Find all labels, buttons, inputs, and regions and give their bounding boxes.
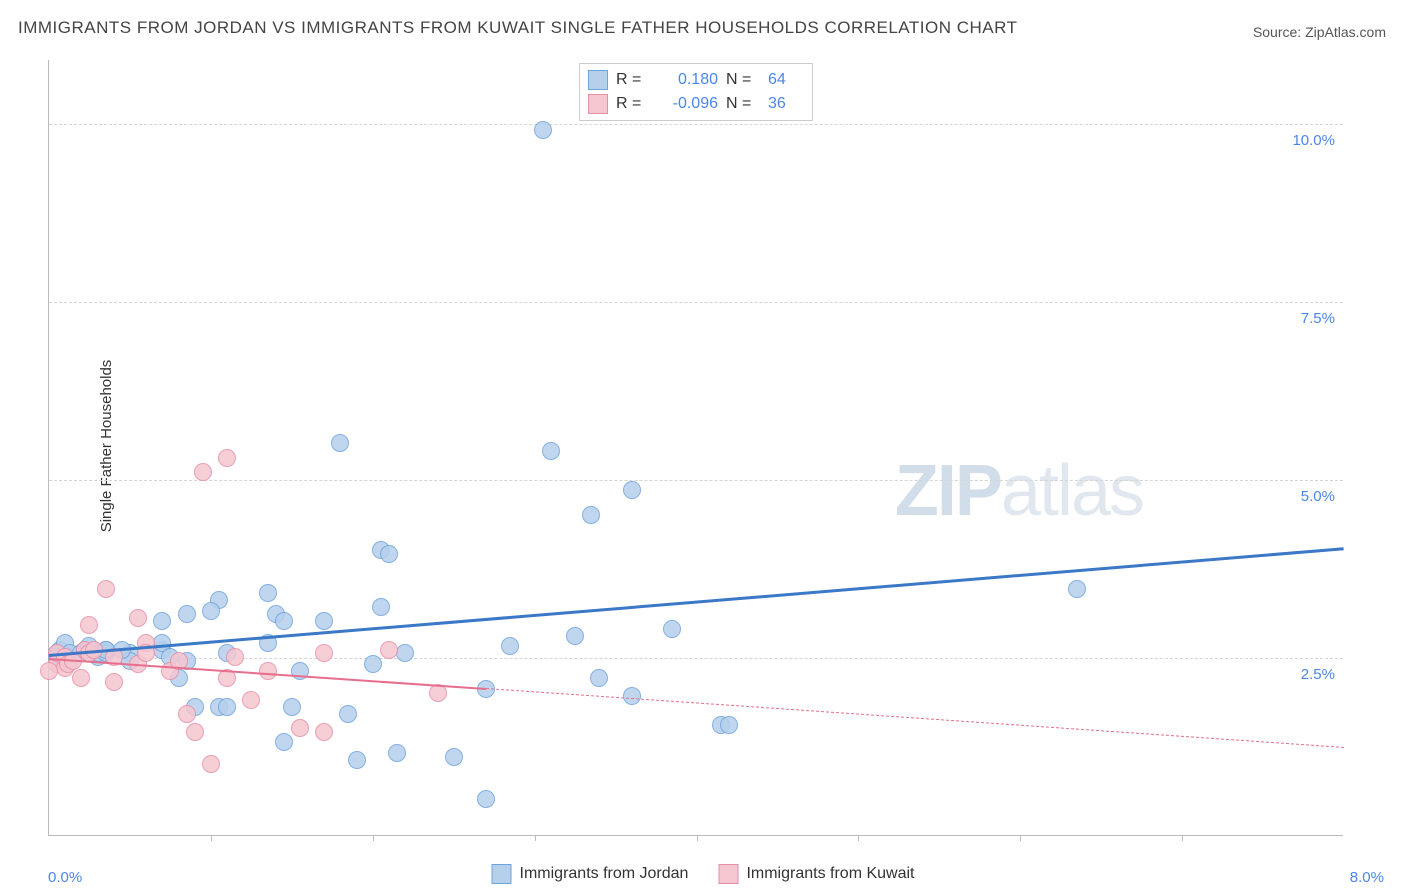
scatter-point [178, 605, 196, 623]
scatter-point [153, 612, 171, 630]
scatter-point [542, 442, 560, 460]
legend-label: Immigrants from Kuwait [746, 865, 914, 883]
scatter-point [218, 449, 236, 467]
scatter-point [388, 744, 406, 762]
y-tick-label: 5.0% [1301, 488, 1335, 505]
scatter-point [348, 751, 366, 769]
scatter-point [501, 637, 519, 655]
scatter-point [477, 790, 495, 808]
legend-label: Immigrants from Jordan [520, 865, 689, 883]
scatter-point [275, 612, 293, 630]
scatter-point [105, 673, 123, 691]
legend-row: R = -0.096 N = 36 [588, 92, 798, 116]
trend-line-dashed [486, 688, 1344, 748]
x-axis-max-label: 8.0% [1350, 869, 1384, 886]
scatter-point [259, 584, 277, 602]
legend-swatch [588, 70, 608, 90]
scatter-point [396, 644, 414, 662]
scatter-point [590, 669, 608, 687]
scatter-point [226, 648, 244, 666]
scatter-point [275, 733, 293, 751]
scatter-point [202, 602, 220, 620]
scatter-point [372, 598, 390, 616]
scatter-point [720, 716, 738, 734]
scatter-point [72, 669, 90, 687]
x-tick [373, 835, 374, 841]
scatter-point [202, 755, 220, 773]
plot-area: R = 0.180 N = 64 R = -0.096 N = 36 ZIPatlas 2.5… [48, 60, 1343, 836]
scatter-point [291, 719, 309, 737]
scatter-point [331, 434, 349, 452]
correlation-legend: R = 0.180 N = 64 R = -0.096 N = 36 [579, 63, 813, 121]
scatter-point [259, 662, 277, 680]
watermark-light: atlas [1001, 451, 1143, 531]
scatter-point [1068, 580, 1086, 598]
scatter-point [315, 612, 333, 630]
scatter-point [283, 698, 301, 716]
y-tick-label: 10.0% [1292, 132, 1335, 149]
grid-line [49, 480, 1343, 481]
legend-row: R = 0.180 N = 64 [588, 68, 798, 92]
x-tick [858, 835, 859, 841]
legend-item: Immigrants from Kuwait [718, 864, 914, 884]
scatter-point [242, 691, 260, 709]
scatter-point [80, 616, 98, 634]
n-value: 36 [768, 95, 798, 113]
y-tick-label: 7.5% [1301, 310, 1335, 327]
trend-line [49, 548, 1344, 658]
r-label: R = [616, 71, 650, 89]
scatter-point [534, 121, 552, 139]
x-tick [535, 835, 536, 841]
source-label: Source: ZipAtlas.com [1253, 24, 1386, 40]
chart-title: IMMIGRANTS FROM JORDAN VS IMMIGRANTS FRO… [18, 18, 1017, 38]
scatter-point [178, 705, 196, 723]
legend-swatch [492, 864, 512, 884]
grid-line [49, 124, 1343, 125]
x-axis-min-label: 0.0% [48, 869, 82, 886]
x-tick [697, 835, 698, 841]
scatter-point [663, 620, 681, 638]
scatter-point [380, 545, 398, 563]
scatter-point [194, 463, 212, 481]
y-tick-label: 2.5% [1301, 666, 1335, 683]
scatter-point [380, 641, 398, 659]
r-label: R = [616, 95, 650, 113]
scatter-point [445, 748, 463, 766]
scatter-point [97, 580, 115, 598]
scatter-point [129, 609, 147, 627]
scatter-point [582, 506, 600, 524]
legend-swatch [718, 864, 738, 884]
scatter-point [40, 662, 58, 680]
grid-line [49, 302, 1343, 303]
series-legend: Immigrants from Jordan Immigrants from Ku… [492, 864, 915, 884]
scatter-point [315, 644, 333, 662]
scatter-point [186, 723, 204, 741]
scatter-point [218, 698, 236, 716]
n-label: N = [726, 71, 760, 89]
scatter-point [315, 723, 333, 741]
scatter-point [339, 705, 357, 723]
r-value: 0.180 [658, 71, 718, 89]
scatter-point [566, 627, 584, 645]
scatter-point [623, 687, 641, 705]
legend-swatch [588, 94, 608, 114]
x-tick [1182, 835, 1183, 841]
n-value: 64 [768, 71, 798, 89]
watermark: ZIPatlas [895, 450, 1143, 532]
x-tick [1020, 835, 1021, 841]
watermark-bold: ZIP [895, 451, 1001, 531]
n-label: N = [726, 95, 760, 113]
legend-item: Immigrants from Jordan [492, 864, 689, 884]
scatter-point [364, 655, 382, 673]
x-tick [211, 835, 212, 841]
r-value: -0.096 [658, 95, 718, 113]
scatter-point [623, 481, 641, 499]
